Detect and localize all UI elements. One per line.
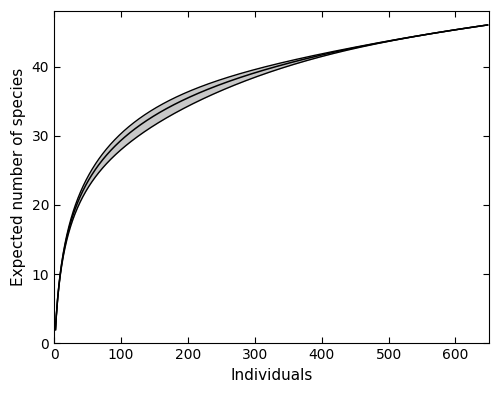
X-axis label: Individuals: Individuals [230,368,312,383]
Y-axis label: Expected number of species: Expected number of species [11,68,26,286]
